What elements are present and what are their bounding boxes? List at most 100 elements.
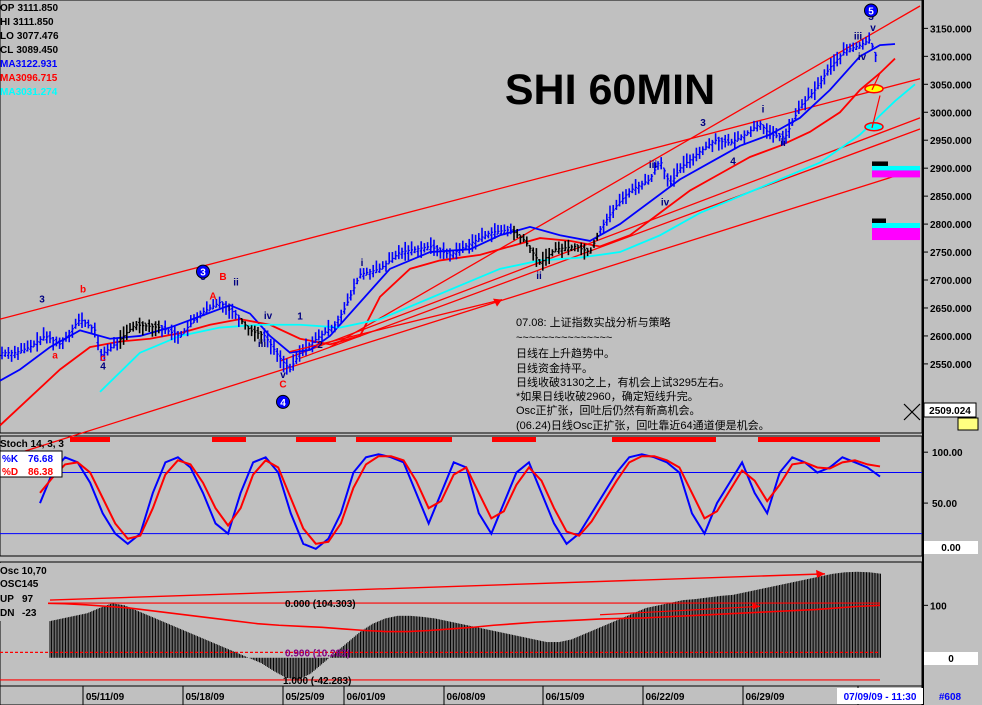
wave-label: 5 (868, 12, 874, 23)
price-layer: 3150.000 3100.000 3050.000 3000.000 2950.000… (0, 3, 972, 460)
y-axis-line (922, 0, 924, 705)
osc-arrow-head (752, 602, 760, 610)
y-tick-label: 2900.000 (930, 164, 972, 175)
legend-op: OP 3111.850 (0, 3, 58, 14)
crosshair-icon[interactable] (903, 403, 921, 421)
corner-label: #608 (939, 692, 962, 703)
stoch-title: Stoch 14, 3, 3 (0, 439, 64, 450)
wave-label: v (870, 23, 876, 34)
wave-label: 3 (700, 118, 706, 129)
wave-label: v (280, 370, 286, 381)
stoch-legend: Stoch 14, 3, 3 %K 76.68 %D 86.38 (0, 439, 64, 478)
annotation-line: 日线收破3130之上，有机会上试3295左右。 (516, 375, 730, 389)
y-tick-label: 2700.000 (930, 276, 972, 287)
osc-arrow-line (599, 605, 761, 616)
volume-block (872, 222, 920, 230)
stoch-bottom-box (924, 541, 978, 554)
osc-bottom-box (924, 652, 978, 665)
wave-label: ii (780, 138, 786, 149)
wave-label: 2 (317, 340, 323, 351)
osc-legend-up: UP 97 (0, 594, 34, 605)
x-axis-label: 05/11/09 (86, 692, 125, 703)
volume-block (872, 170, 920, 178)
y-tick-label: 2950.000 (930, 136, 972, 147)
wave-circle-label: 5 (868, 6, 874, 17)
volume-block (872, 165, 920, 173)
overbought-bar (296, 437, 336, 442)
wave-circle-label: 4 (280, 398, 286, 409)
stoch-line (39, 453, 881, 551)
wave-label: a (52, 350, 58, 361)
wave-circle (864, 3, 878, 18)
overbought-bar (356, 437, 452, 442)
annotation-line: Osc正扩张，回吐后仍然有新高机会。 (516, 403, 701, 417)
legend-lo: LO 3077.476 (0, 31, 59, 42)
stoch-tick-label: 50.00 (932, 499, 957, 510)
y-tick-label: 2800.000 (930, 220, 972, 231)
stoch-legend-box (0, 450, 63, 478)
y-tick-label: 3000.000 (930, 108, 972, 119)
target-marker (864, 122, 884, 132)
stoch-bottom-label: 0.00 (941, 543, 961, 554)
overbought-bar (70, 437, 110, 442)
trendline (329, 5, 921, 348)
wave-label: iii (854, 32, 863, 43)
moving-average-line (99, 83, 916, 393)
wave-label: ii (536, 271, 542, 282)
overbought-bar (758, 437, 880, 442)
y-tick-label: 3100.000 (930, 52, 972, 63)
wave-label: i (361, 258, 364, 269)
y-axis-area (922, 0, 982, 705)
volume-block (872, 228, 920, 236)
wave-circle (276, 394, 290, 409)
legend-ma-blue: MA3122.931 (0, 59, 58, 70)
legend-ma-red: MA3096.715 (0, 73, 58, 84)
x-axis-label: 06/01/09 (347, 692, 386, 703)
stoch-d-legend: %D 86.38 (2, 467, 53, 478)
x-axis-label: 06/29/09 (746, 692, 785, 703)
osc-legend: Osc 10,70 OSC145 UP 97 DN -23 (0, 563, 48, 621)
tool-icon[interactable] (957, 417, 979, 431)
price-legend: OP 3111.850 HI 3111.850 LO 3077.476 CL 3089.… (0, 3, 59, 98)
wave-label: ii (233, 278, 239, 289)
annotation-line: 日线在上升趋势中。 (516, 346, 615, 360)
annotation-line: 日线资金持平。 (516, 361, 593, 375)
current-price-box (923, 402, 977, 418)
legend-hi: HI 3111.850 (0, 17, 54, 28)
osc-tick-label: 100 (930, 601, 947, 612)
wave-label: 4 (730, 156, 736, 167)
x-axis-label: 05/18/09 (186, 692, 225, 703)
wave-label: b (80, 284, 86, 295)
osc-legend-bg (0, 563, 48, 621)
wave-circle (196, 264, 210, 279)
wave-label: 3 (39, 294, 45, 305)
marker-line (871, 95, 881, 129)
y-tick-label: 2600.000 (930, 332, 972, 343)
wave-label: C (279, 379, 286, 390)
wave-label: A (209, 292, 216, 303)
x-axis-label: 06/15/09 (546, 692, 585, 703)
osc-level-label: 0.000 (104.303) (285, 599, 356, 610)
volume-block (872, 218, 886, 226)
x-axis-label: 05/25/09 (286, 692, 325, 703)
wave-label: iii (649, 160, 658, 171)
stoch-line (39, 455, 881, 545)
trendline (0, 78, 921, 320)
wave-label: i (762, 104, 765, 115)
marker-line (871, 72, 881, 91)
stoch-layer: 100.00 50.00 0.00 (0, 437, 978, 554)
annotation-line: ~~~~~~~~~~~~~~~ (516, 332, 612, 344)
chart-title: SHI 60MIN (505, 66, 715, 114)
stoch-tick-label: 100.00 (932, 448, 963, 459)
wave-circle-label: 3 (200, 268, 206, 279)
osc-bottom-label: 0 (948, 654, 954, 665)
wave-label: 1 (297, 312, 303, 323)
x-axis-labels: 05/11/09 05/18/09 05/25/09 06/01/09 06/08/09… (82, 686, 923, 705)
current-price-label: 2509.024 (929, 406, 971, 417)
x-axis-label: 06/22/09 (646, 692, 685, 703)
arrow-line (289, 298, 503, 353)
overbought-bar (492, 437, 536, 442)
wave-label: i (228, 303, 231, 314)
legend-ma-cyan: MA3031.274 (0, 87, 58, 98)
